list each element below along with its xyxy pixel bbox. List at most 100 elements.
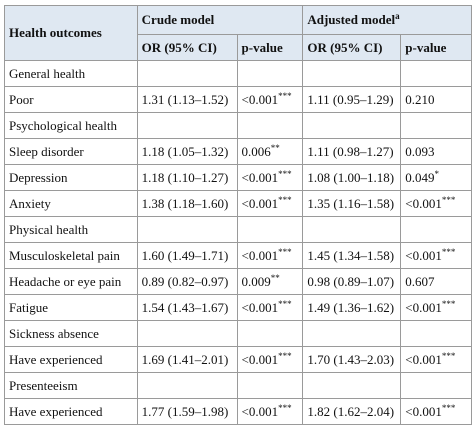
value-cell: <0.001*** xyxy=(236,190,304,217)
header-cell: OR (95% CI) xyxy=(136,34,238,61)
cell-text: 0.210 xyxy=(405,91,435,107)
empty-cell xyxy=(302,216,402,243)
cell-text: 0.006 xyxy=(241,143,271,159)
cell-text: 0.98 (0.89–1.07) xyxy=(307,273,395,289)
section-row: Physical health xyxy=(4,216,472,243)
value-cell: 1.18 (1.05–1.32) xyxy=(136,138,238,165)
value-cell: 1.11 (0.95–1.29) xyxy=(302,86,402,113)
data-row: Anxiety 1.38 (1.18–1.60) <0.001*** 1.35 (1.… xyxy=(4,190,472,217)
significance-mark: *** xyxy=(441,298,456,309)
cell-text: 1.08 (1.00–1.18) xyxy=(307,169,395,185)
footnote-mark: a xyxy=(395,11,400,21)
data-row: Sleep disorder 1.18 (1.05–1.32) 0.006** 1.1… xyxy=(4,138,472,165)
empty-cell xyxy=(302,320,402,347)
value-cell: 1.18 (1.10–1.27) xyxy=(136,164,238,191)
cell-text: 1.11 (0.98–1.27) xyxy=(307,143,394,159)
row-label: Anxiety xyxy=(4,190,138,217)
row-label: Have experienced xyxy=(4,398,138,425)
significance-mark: ** xyxy=(270,272,280,283)
value-cell: 0.607 xyxy=(400,268,472,295)
empty-cell xyxy=(136,216,238,243)
cell-text: <0.001 xyxy=(241,169,279,185)
empty-cell xyxy=(400,112,472,139)
empty-cell xyxy=(136,60,238,87)
section-row: Sickness absence xyxy=(4,320,472,347)
header-text: Adjusted model xyxy=(307,12,396,27)
section-row: Presenteeism xyxy=(4,372,472,399)
significance-mark: *** xyxy=(278,350,292,361)
row-label: Have experienced xyxy=(4,346,138,373)
empty-cell xyxy=(236,60,304,87)
significance-mark: *** xyxy=(441,402,456,413)
empty-cell xyxy=(302,112,402,139)
cell-text: 1.69 (1.41–2.01) xyxy=(141,351,229,367)
empty-cell xyxy=(136,112,238,139)
significance-mark: *** xyxy=(278,298,292,309)
value-cell: <0.001*** xyxy=(400,294,472,321)
empty-cell xyxy=(400,372,472,399)
significance-mark: * xyxy=(434,168,440,179)
value-cell: 1.70 (1.43–2.03) xyxy=(302,346,402,373)
row-label: Psychological health xyxy=(4,112,138,139)
value-cell: <0.001*** xyxy=(400,242,472,269)
row-label: Headache or eye pain xyxy=(4,268,138,295)
header-cell: Health outcomes xyxy=(4,5,138,61)
value-cell: 1.54 (1.43–1.67) xyxy=(136,294,238,321)
cell-text: 1.82 (1.62–2.04) xyxy=(307,403,395,419)
value-cell: 1.60 (1.49–1.71) xyxy=(136,242,238,269)
subheader-row: OR (95% CI) p-value OR (95% CI) p-value xyxy=(5,34,472,61)
value-cell: <0.001*** xyxy=(236,398,304,425)
empty-cell xyxy=(236,372,304,399)
cell-text: 1.60 (1.49–1.71) xyxy=(141,247,229,263)
empty-cell xyxy=(400,320,472,347)
value-cell: 1.08 (1.00–1.18) xyxy=(302,164,402,191)
value-cell: 0.049* xyxy=(400,164,472,191)
significance-mark: *** xyxy=(441,246,456,257)
value-cell: <0.001*** xyxy=(236,294,304,321)
value-cell: <0.001*** xyxy=(236,164,304,191)
section-row: Psychological health xyxy=(4,112,472,139)
value-cell: 0.009** xyxy=(236,268,304,295)
row-label: Depression xyxy=(4,164,138,191)
cell-text: <0.001 xyxy=(405,351,442,367)
value-cell: 0.006** xyxy=(236,138,304,165)
value-cell: <0.001*** xyxy=(400,346,472,373)
cell-text: 1.77 (1.59–1.98) xyxy=(141,403,229,419)
header-cell: Crude model xyxy=(136,5,304,35)
value-cell: <0.001*** xyxy=(236,86,304,113)
empty-cell xyxy=(302,60,402,87)
value-cell: 1.45 (1.34–1.58) xyxy=(302,242,402,269)
cell-text: 0.093 xyxy=(405,143,435,159)
data-row: Depression 1.18 (1.10–1.27) <0.001*** 1.08 … xyxy=(4,164,472,191)
empty-cell xyxy=(400,60,472,87)
header-cell: p-value xyxy=(236,34,304,61)
cell-text: 1.49 (1.36–1.62) xyxy=(307,299,395,315)
cell-text: <0.001 xyxy=(405,403,442,419)
data-row: Have experienced 1.69 (1.41–2.01) <0.001**… xyxy=(4,346,472,373)
cell-text: 1.35 (1.16–1.58) xyxy=(307,195,395,211)
data-row: Poor 1.31 (1.13–1.52) <0.001*** 1.11 (0.95–… xyxy=(4,86,472,113)
cell-text: <0.001 xyxy=(241,247,279,263)
empty-cell xyxy=(236,112,304,139)
significance-mark: ** xyxy=(270,142,280,153)
results-table: Health outcomes Crude model Adjusted mod… xyxy=(4,5,472,425)
header-cell: OR (95% CI) xyxy=(302,34,402,61)
cell-text: 1.54 (1.43–1.67) xyxy=(141,299,229,315)
empty-cell xyxy=(136,372,238,399)
row-label: Poor xyxy=(4,86,138,113)
value-cell: 1.49 (1.36–1.62) xyxy=(302,294,402,321)
row-label: Fatigue xyxy=(4,294,138,321)
row-label: Physical health xyxy=(4,216,138,243)
significance-mark: *** xyxy=(441,350,456,361)
data-row: Have experienced 1.77 (1.59–1.98) <0.001**… xyxy=(4,398,472,425)
cell-text: <0.001 xyxy=(241,403,279,419)
empty-cell xyxy=(236,320,304,347)
value-cell: <0.001*** xyxy=(400,398,472,425)
value-cell: 1.35 (1.16–1.58) xyxy=(302,190,402,217)
value-cell: 0.093 xyxy=(400,138,472,165)
value-cell: 1.11 (0.98–1.27) xyxy=(302,138,402,165)
header-cell: Adjusted modela xyxy=(302,5,472,35)
value-cell: 1.77 (1.59–1.98) xyxy=(136,398,238,425)
cell-text: 1.70 (1.43–2.03) xyxy=(307,351,395,367)
